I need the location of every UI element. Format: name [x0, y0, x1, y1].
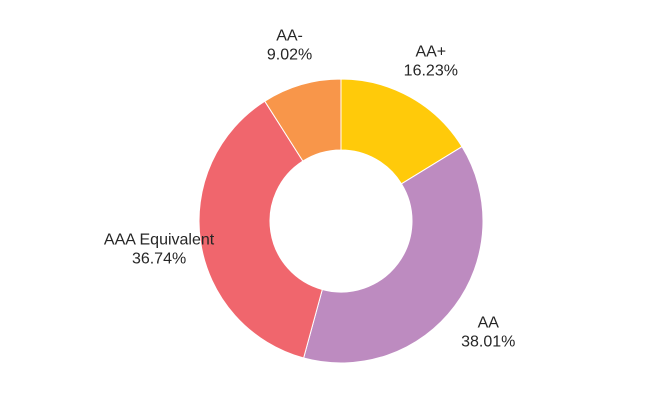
slice-percent-aa: 9.02%	[267, 46, 312, 63]
slice-label-aa: AA 38.01%	[461, 314, 515, 350]
slice-category-aaa-equivalent: AAA Equivalent	[104, 232, 215, 249]
slice-aa	[264, 78, 342, 162]
slices-group	[198, 78, 484, 364]
slice-percent-aa: 16.23%	[404, 62, 458, 79]
labels-group: AA+ 16.23% AA 38.01% AAA Equivalent 36.74% AA-…	[104, 27, 515, 350]
slice-percent-aaa-equivalent: 36.74%	[132, 251, 186, 268]
slice-aaa-equivalent	[198, 100, 323, 359]
slice-label-aa: AA+ 16.23%	[404, 43, 458, 79]
slice-label-aa: AA- 9.02%	[267, 27, 312, 63]
slice-percent-aa: 38.01%	[461, 333, 515, 350]
slice-category-aa: AA-	[276, 27, 303, 44]
slice-category-aa: AA	[478, 314, 500, 331]
slice-category-aa: AA+	[415, 43, 446, 60]
slice-label-aaa-equivalent: AAA Equivalent 36.74%	[104, 232, 215, 268]
slice-aa	[303, 145, 484, 364]
